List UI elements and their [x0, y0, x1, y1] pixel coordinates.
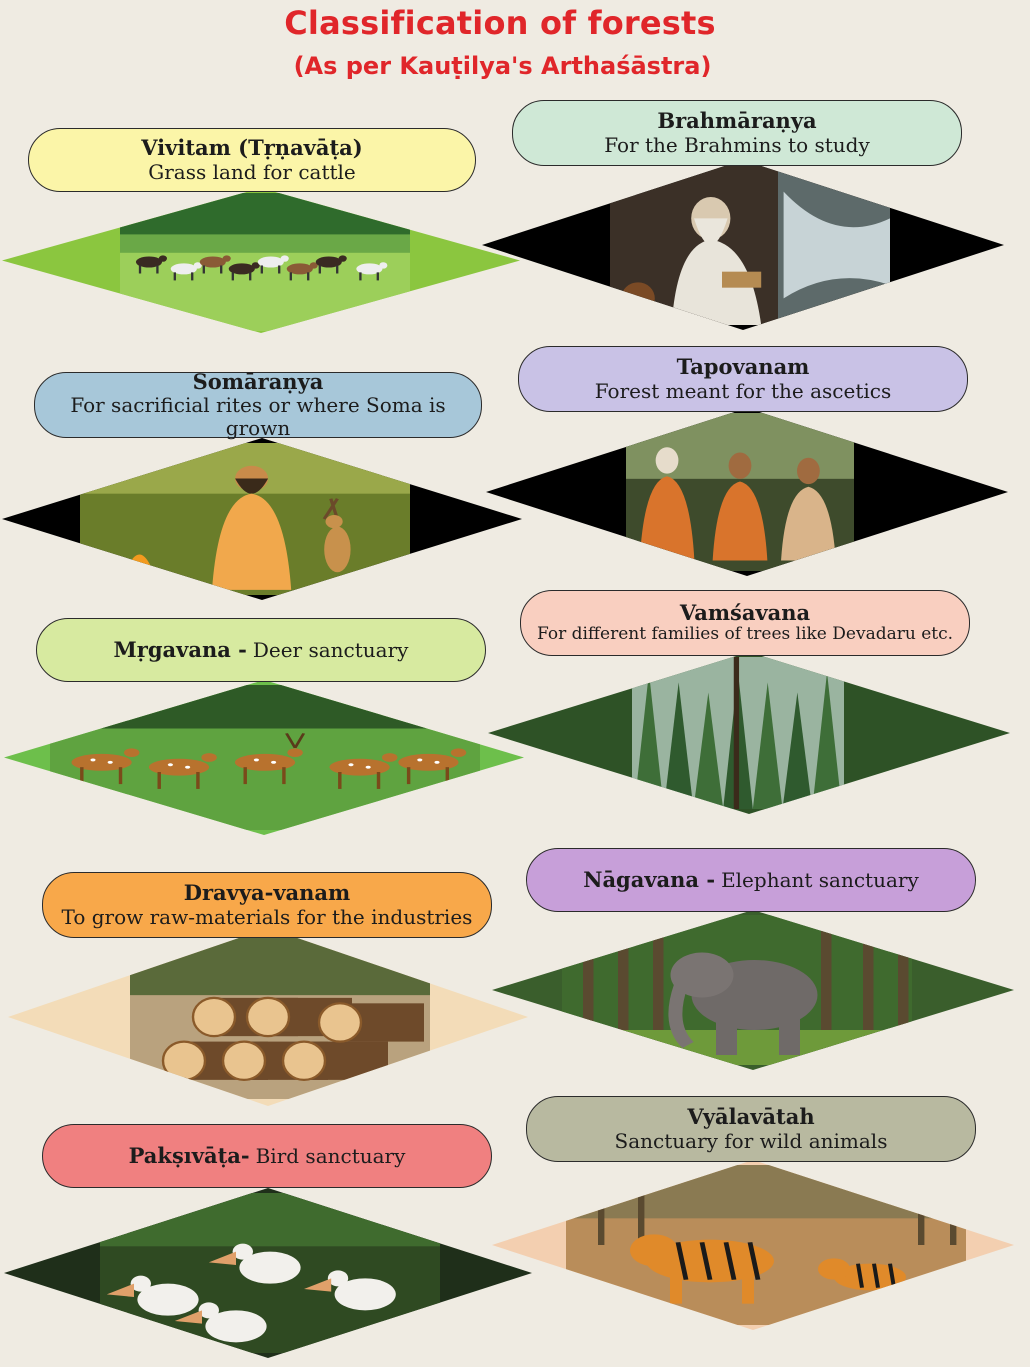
tiger-icon: [566, 1165, 966, 1325]
forest-diamond-panel: [2, 188, 520, 333]
forest-label-pill: Vamśavana For different families of trees…: [520, 590, 970, 656]
forest-diamond-panel: [488, 652, 1010, 814]
forest-name: Pakṣıvāṭa-: [128, 1142, 250, 1168]
forest-label-pill: Dravya-vanam To grow raw-materials for th…: [42, 872, 492, 938]
forest-diamond-panel: [4, 680, 524, 835]
forest-label-pill: Somāraṇya For sacrificial rites or where …: [34, 368, 482, 441]
forest-label-pill: Nāgavana - Elephant sanctuary: [526, 848, 976, 912]
forest-description: Elephant sanctuary: [721, 867, 919, 892]
forest-diamond-panel: [482, 160, 1004, 330]
elephant-icon: [562, 915, 912, 1065]
forest-description: Deer sanctuary: [252, 637, 409, 662]
forest-description: For different families of trees like Dev…: [536, 624, 954, 645]
forest-name: Nāgavana -: [583, 866, 716, 892]
forest-description: To grow raw-materials for the industries: [61, 904, 473, 929]
forest-name: Somāraṇya: [192, 368, 324, 394]
page-subtitle: (As per Kauṭilya's Arthaśāstra): [293, 52, 712, 80]
forest-label-pill: Mṛgavana - Deer sanctuary: [36, 618, 486, 682]
forest-label-pill: Vyālavātah Sanctuary for wild animals: [526, 1096, 976, 1162]
forest-diamond-panel: [4, 1188, 532, 1358]
forest-description: For the Brahmins to study: [604, 132, 870, 157]
forest-name: Brahmāraṇya: [657, 108, 817, 134]
bird-icon: [100, 1193, 440, 1353]
forest-diamond-panel: [492, 910, 1014, 1070]
forest-name: Vyālavātah: [687, 1104, 815, 1130]
forest-name: Mṛgavana -: [113, 636, 247, 662]
forest-label-pill: Brahmāraṇya For the Brahmins to study: [512, 100, 962, 166]
forest-description: Grass land for cattle: [148, 159, 356, 184]
forest-name: Vamśavana: [679, 600, 811, 626]
forest-diamond-panel: [486, 408, 1008, 576]
cattle-icon: [120, 193, 410, 331]
sage-icon: [610, 165, 890, 325]
forest-name: Vivitam (Tṛṇavāṭa): [141, 135, 363, 161]
forest-diamond-panel: [492, 1160, 1014, 1330]
forest-description: For sacrificial rites or where Soma is g…: [70, 393, 446, 441]
forest-description: Forest meant for the ascetics: [594, 378, 892, 403]
fire-icon: [80, 443, 410, 595]
forest-name: Dravya-vanam: [183, 880, 351, 906]
forest-name: Tapovanam: [676, 354, 810, 380]
ascetic-icon: [626, 413, 854, 571]
page-title: Classification of forests: [284, 4, 716, 42]
forest-label-pill: Pakṣıvāṭa- Bird sanctuary: [42, 1124, 492, 1188]
deer-icon: [50, 685, 480, 830]
forest-diamond-panel: [8, 928, 528, 1106]
forest-description: Bird sanctuary: [255, 1143, 406, 1168]
forest-label-pill: Vivitam (Tṛṇavāṭa) Grass land for cattle: [28, 128, 476, 192]
forest-diamond-panel: [2, 438, 522, 600]
forest-label-pill: Tapovanam Forest meant for the ascetics: [518, 346, 968, 412]
log-icon: [130, 935, 430, 1099]
tree-icon: [632, 657, 844, 809]
forest-description: Sanctuary for wild animals: [614, 1128, 888, 1153]
